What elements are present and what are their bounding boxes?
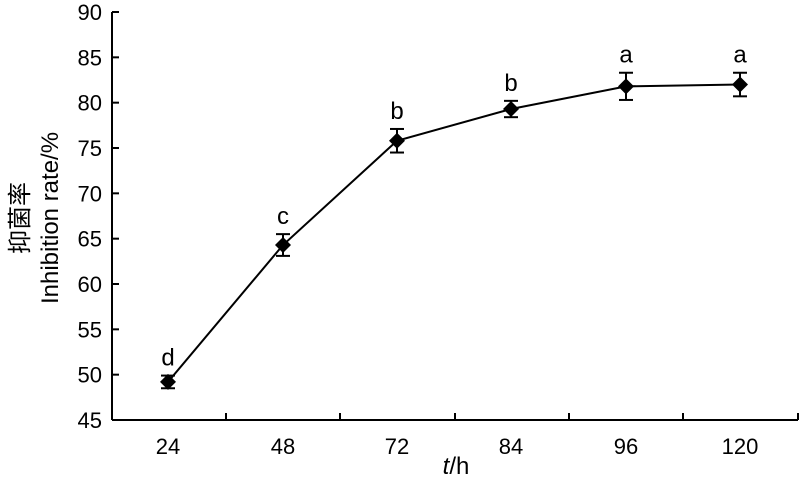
x-axis-ticks: 24 48 72 84 96 120 [156, 413, 799, 459]
y-tick-label: 80 [78, 91, 102, 116]
x-axis-title-italic: t [443, 453, 451, 480]
y-axis-title: Inhibition rate/% [37, 132, 64, 304]
x-tick-label: 72 [385, 434, 409, 459]
data-point [732, 76, 748, 93]
y-axis-ticks: 45 50 55 60 65 70 75 80 85 90 [78, 0, 119, 433]
x-tick-label: 48 [271, 434, 295, 459]
series-line [167, 83, 741, 383]
data-point [160, 373, 176, 390]
y-tick-label: 45 [78, 408, 102, 433]
y-axis-title-cn: 抑菌率 [7, 182, 34, 254]
significance-label: c [277, 203, 289, 230]
series-group: d c b b a a [160, 42, 748, 390]
significance-label: b [504, 70, 517, 97]
data-point [389, 132, 405, 149]
data-point [618, 78, 634, 95]
x-axis-title-unit: /h [449, 453, 469, 480]
significance-label: a [733, 42, 747, 69]
y-tick-label: 75 [78, 136, 102, 161]
significance-label: b [390, 98, 403, 125]
significance-label: a [619, 42, 633, 69]
y-tick-label: 85 [78, 45, 102, 70]
x-axis-title: t/h [443, 453, 470, 480]
x-tick-label: 84 [499, 434, 523, 459]
y-tick-label: 70 [78, 181, 102, 206]
y-tick-label: 50 [78, 363, 102, 388]
significance-label: d [161, 345, 174, 372]
y-tick-label: 60 [78, 272, 102, 297]
y-tick-label: 90 [78, 0, 102, 25]
x-tick-label: 96 [614, 434, 638, 459]
data-point [503, 101, 519, 118]
y-tick-label: 55 [78, 317, 102, 342]
axes [111, 12, 798, 421]
data-point [275, 237, 291, 254]
x-tick-label: 120 [722, 434, 759, 459]
x-tick-label: 24 [156, 434, 180, 459]
y-tick-label: 65 [78, 227, 102, 252]
